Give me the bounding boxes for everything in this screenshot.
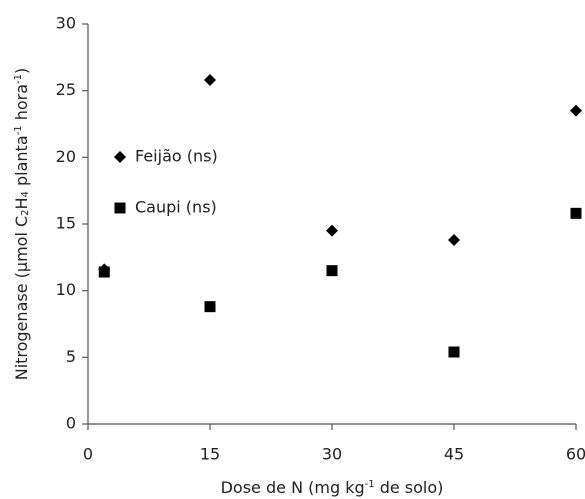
x-tick-label: 30 xyxy=(322,445,342,464)
y-axis-title-part: H xyxy=(12,197,31,209)
legend-marker xyxy=(114,151,126,163)
y-axis-title-part: 4 xyxy=(20,191,31,197)
point xyxy=(570,104,582,117)
point xyxy=(326,224,338,237)
point xyxy=(98,266,110,278)
x-axis-title-part: Dose de N (mg kg xyxy=(221,478,365,497)
y-tick-label: 20 xyxy=(56,147,76,166)
x-axis-title: Dose de N (mg kg-1 de solo) xyxy=(221,478,444,497)
y-axis-title-part: Nitrogenase (µmol C xyxy=(12,216,31,380)
y-tick-label: 0 xyxy=(66,414,76,433)
x-tick-label: 0 xyxy=(83,445,93,464)
point xyxy=(204,74,216,86)
x-tick-label: 60 xyxy=(566,445,585,464)
y-axis-title-part: -1 xyxy=(13,125,24,135)
y-axis-title-part: planta xyxy=(12,135,31,191)
point xyxy=(204,301,216,313)
y-axis-title-part: 2 xyxy=(20,209,31,215)
legend-label: Caupi (ns) xyxy=(135,198,217,217)
y-tick-label: 30 xyxy=(56,14,76,33)
point xyxy=(448,234,460,246)
point xyxy=(326,265,338,277)
y-axis-title-part: -1 xyxy=(13,74,24,84)
x-tick-label: 15 xyxy=(200,445,220,464)
y-tick-label: 10 xyxy=(56,280,76,299)
point xyxy=(448,346,460,358)
point xyxy=(570,207,582,219)
y-tick-label: 25 xyxy=(56,80,76,99)
legend-marker xyxy=(114,202,126,214)
x-axis-title-part: de solo) xyxy=(375,478,444,497)
y-axis-title-part: ) xyxy=(12,68,31,74)
x-tick-label: 45 xyxy=(444,445,464,464)
y-axis-title-part: hora xyxy=(12,84,31,125)
y-tick-label: 5 xyxy=(66,347,76,366)
x-axis-title-part: -1 xyxy=(365,479,375,490)
y-axis-title: Nitrogenase (µmol C2H4 planta-1 hora-1) xyxy=(12,68,32,381)
y-tick-label: 15 xyxy=(56,214,76,233)
legend-label: Feijão (ns) xyxy=(135,147,218,166)
